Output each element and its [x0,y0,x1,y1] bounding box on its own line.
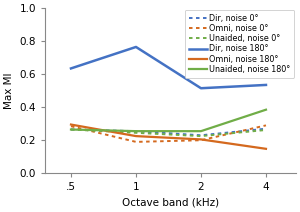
Y-axis label: Max MI: Max MI [4,73,14,109]
Line: Dir, noise 0°: Dir, noise 0° [71,129,266,135]
Unaided, noise 0° [199,135,203,137]
Dir, noise 0° [199,134,203,137]
Unaided, noise 180° [264,108,268,111]
Unaided, noise 180° [69,128,73,131]
Dir, noise 0° [69,128,73,131]
Omni, noise 180° [134,135,138,137]
Omni, noise 0° [134,141,138,143]
Legend: Dir, noise 0°, Omni, noise 0°, Unaided, noise 0°, Dir, noise 180°, Omni, noise 1: Dir, noise 0°, Omni, noise 0°, Unaided, … [185,10,294,78]
X-axis label: Octave band (kHz): Octave band (kHz) [122,198,219,208]
Unaided, noise 0° [134,131,138,134]
Dir, noise 0° [264,127,268,130]
Unaided, noise 0° [264,129,268,131]
Dir, noise 180° [199,87,203,89]
Dir, noise 180° [69,67,73,70]
Omni, noise 180° [264,148,268,150]
Dir, noise 180° [264,84,268,86]
Dir, noise 180° [134,46,138,48]
Line: Dir, noise 180°: Dir, noise 180° [71,47,266,88]
Omni, noise 180° [69,123,73,126]
Dir, noise 0° [134,130,138,132]
Omni, noise 0° [69,125,73,127]
Line: Unaided, noise 180°: Unaided, noise 180° [71,110,266,131]
Line: Unaided, noise 0°: Unaided, noise 0° [71,130,266,136]
Omni, noise 0° [199,139,203,141]
Omni, noise 180° [199,138,203,141]
Unaided, noise 0° [69,128,73,131]
Unaided, noise 180° [199,130,203,132]
Omni, noise 0° [264,124,268,127]
Line: Omni, noise 180°: Omni, noise 180° [71,125,266,149]
Unaided, noise 180° [134,130,138,132]
Line: Omni, noise 0°: Omni, noise 0° [71,125,266,142]
